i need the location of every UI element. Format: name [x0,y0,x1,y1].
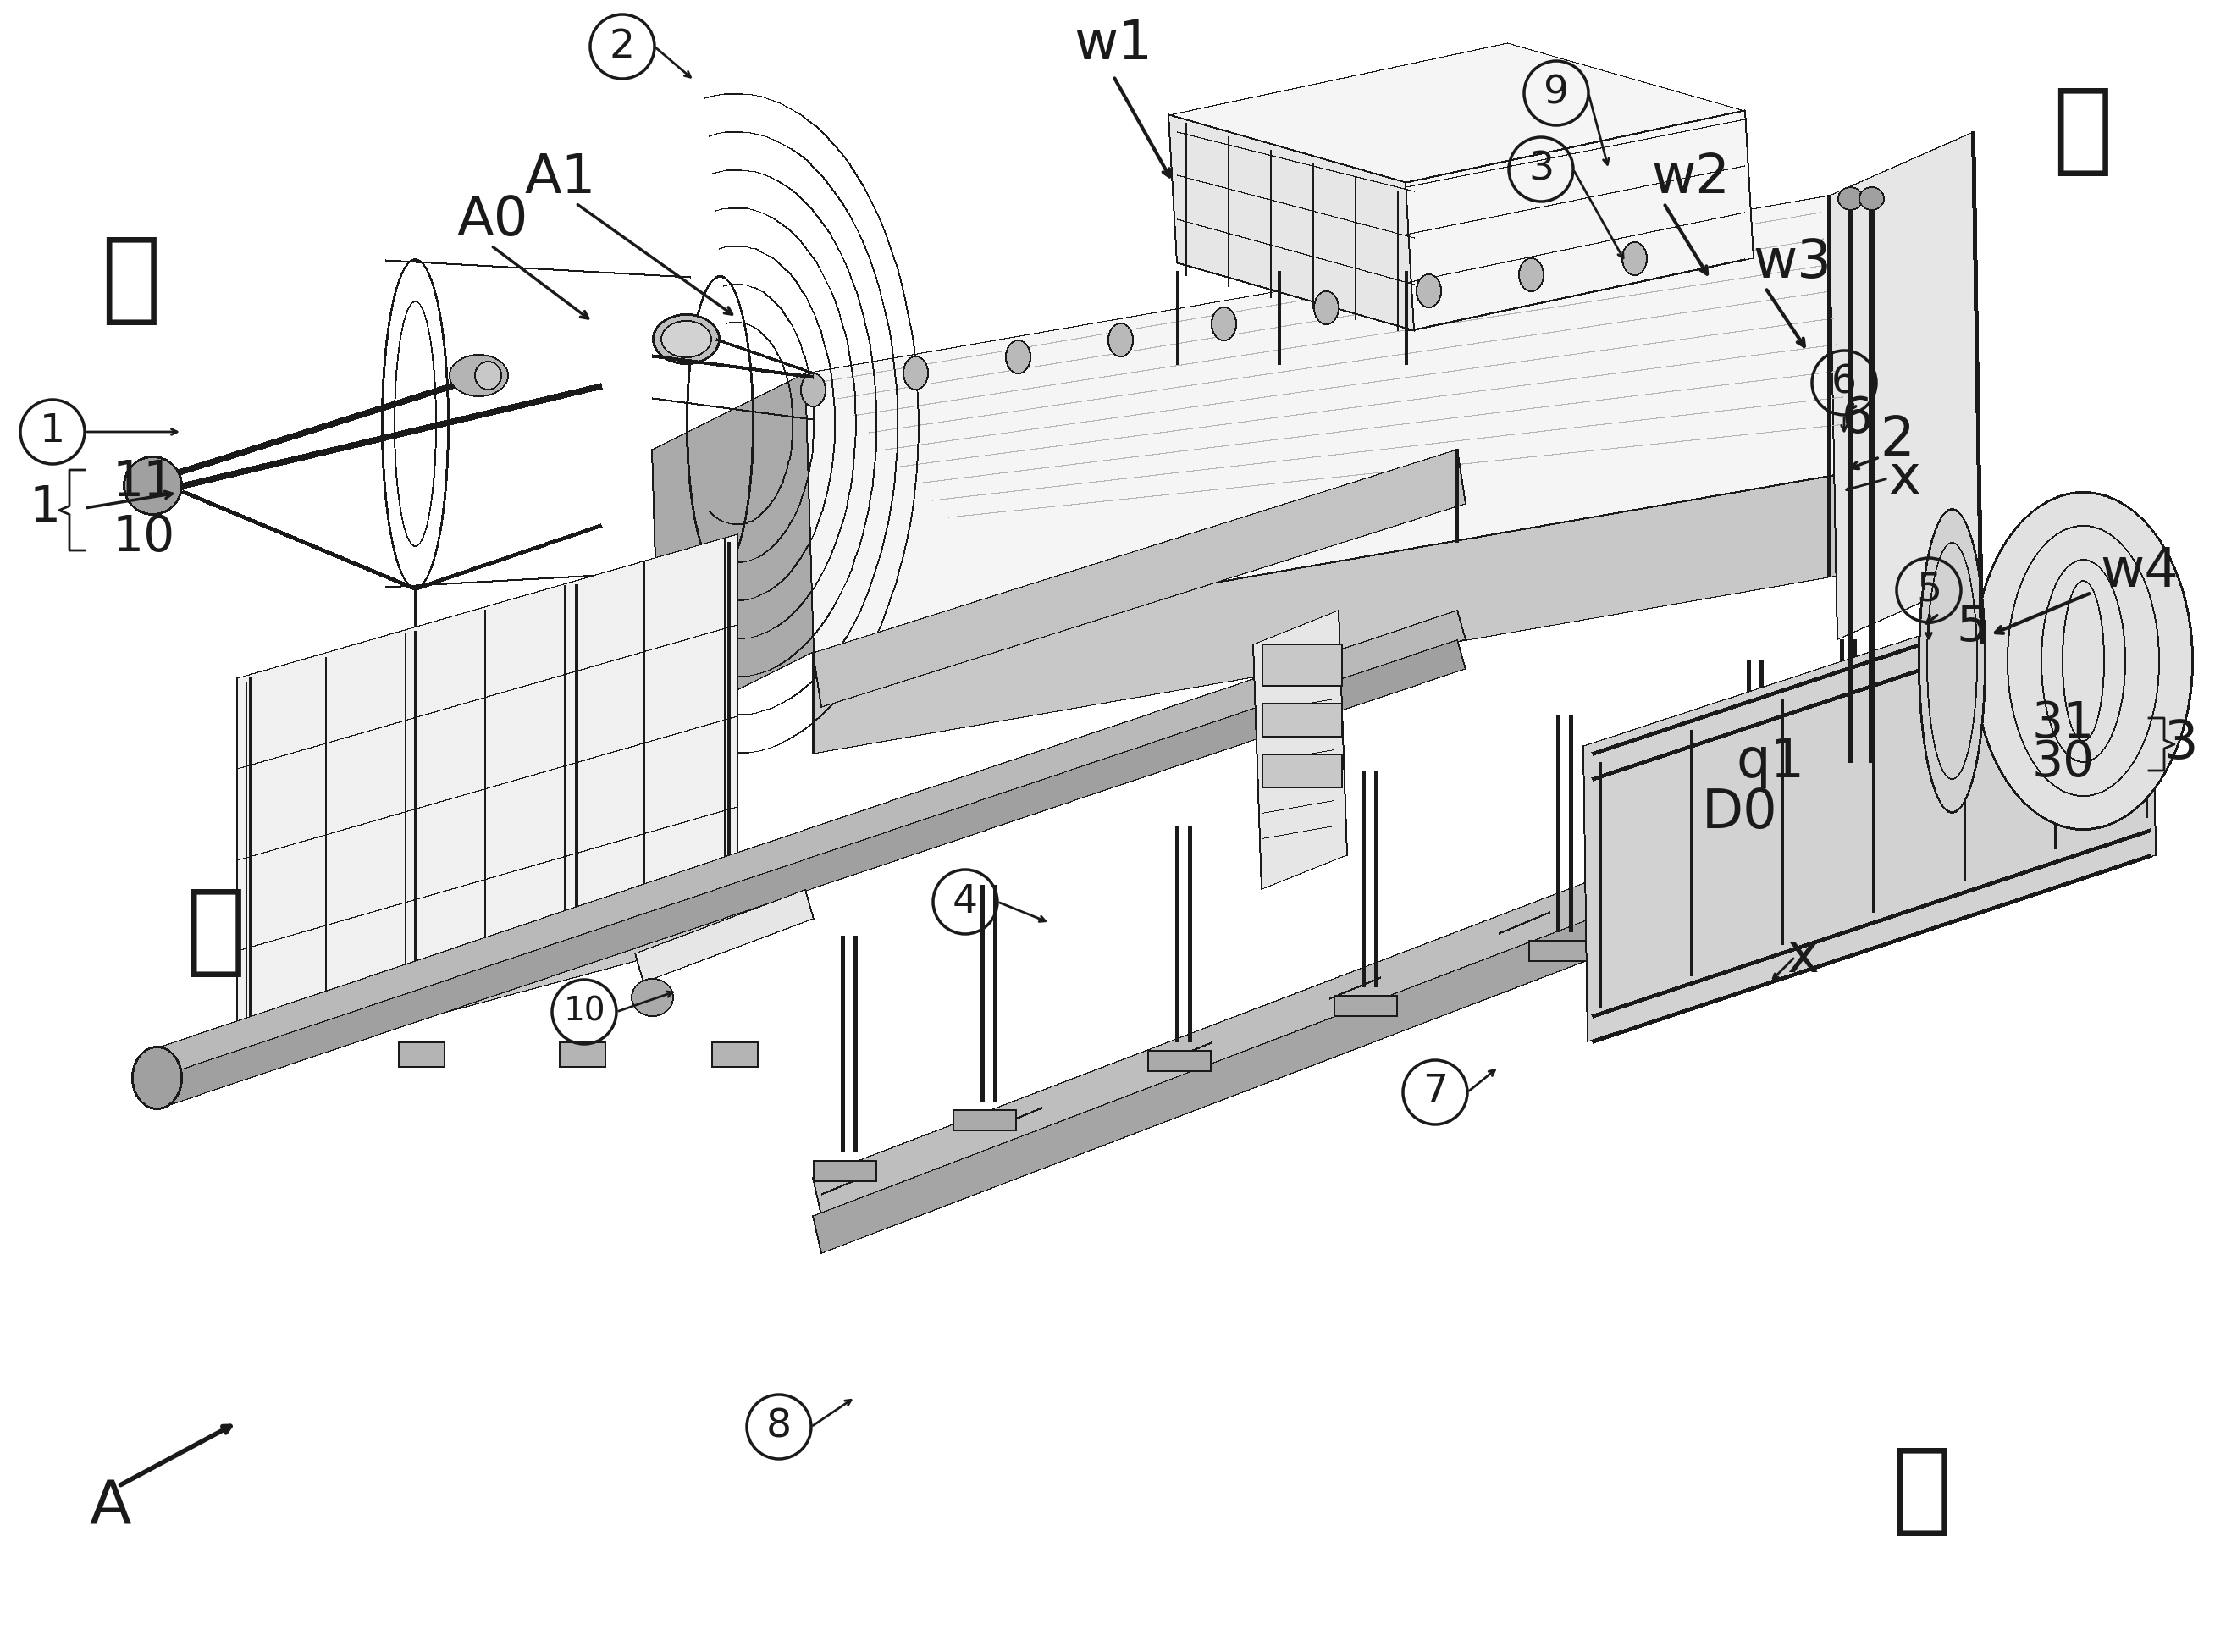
Text: 10: 10 [564,996,606,1028]
Text: w3: w3 [1752,236,1832,289]
Text: 9: 9 [1544,74,1568,112]
Text: 2: 2 [1879,415,1915,466]
Text: 前: 前 [1893,1442,1953,1540]
Text: 8: 8 [767,1408,792,1446]
Text: 6: 6 [1841,395,1872,443]
Text: 后: 后 [101,231,161,329]
Text: 2: 2 [608,28,635,66]
Text: 左: 左 [2054,83,2114,180]
Text: q1: q1 [1736,735,1805,788]
Text: x: x [1888,453,1919,504]
Text: A0: A0 [456,193,528,246]
Text: 5: 5 [1955,603,1986,651]
Text: 6: 6 [1832,363,1857,401]
Text: 右: 右 [186,882,246,980]
Text: 3: 3 [2163,717,2197,770]
Text: 4: 4 [953,882,978,920]
Text: 1: 1 [40,413,65,451]
Text: 11: 11 [112,459,174,507]
Text: x: x [1787,930,1819,983]
Text: 1: 1 [29,484,60,532]
Text: 31: 31 [2031,700,2096,748]
Text: w2: w2 [1651,152,1729,205]
Text: A1: A1 [526,152,597,205]
Text: 7: 7 [1423,1074,1447,1112]
Text: 3: 3 [1528,150,1555,188]
Text: 10: 10 [112,514,174,562]
Text: w1: w1 [1074,18,1152,71]
Text: D0: D0 [1702,786,1778,839]
Text: A: A [89,1479,132,1536]
Text: 5: 5 [1917,572,1942,610]
Text: w4: w4 [2101,545,2179,598]
Text: 30: 30 [2031,738,2096,786]
